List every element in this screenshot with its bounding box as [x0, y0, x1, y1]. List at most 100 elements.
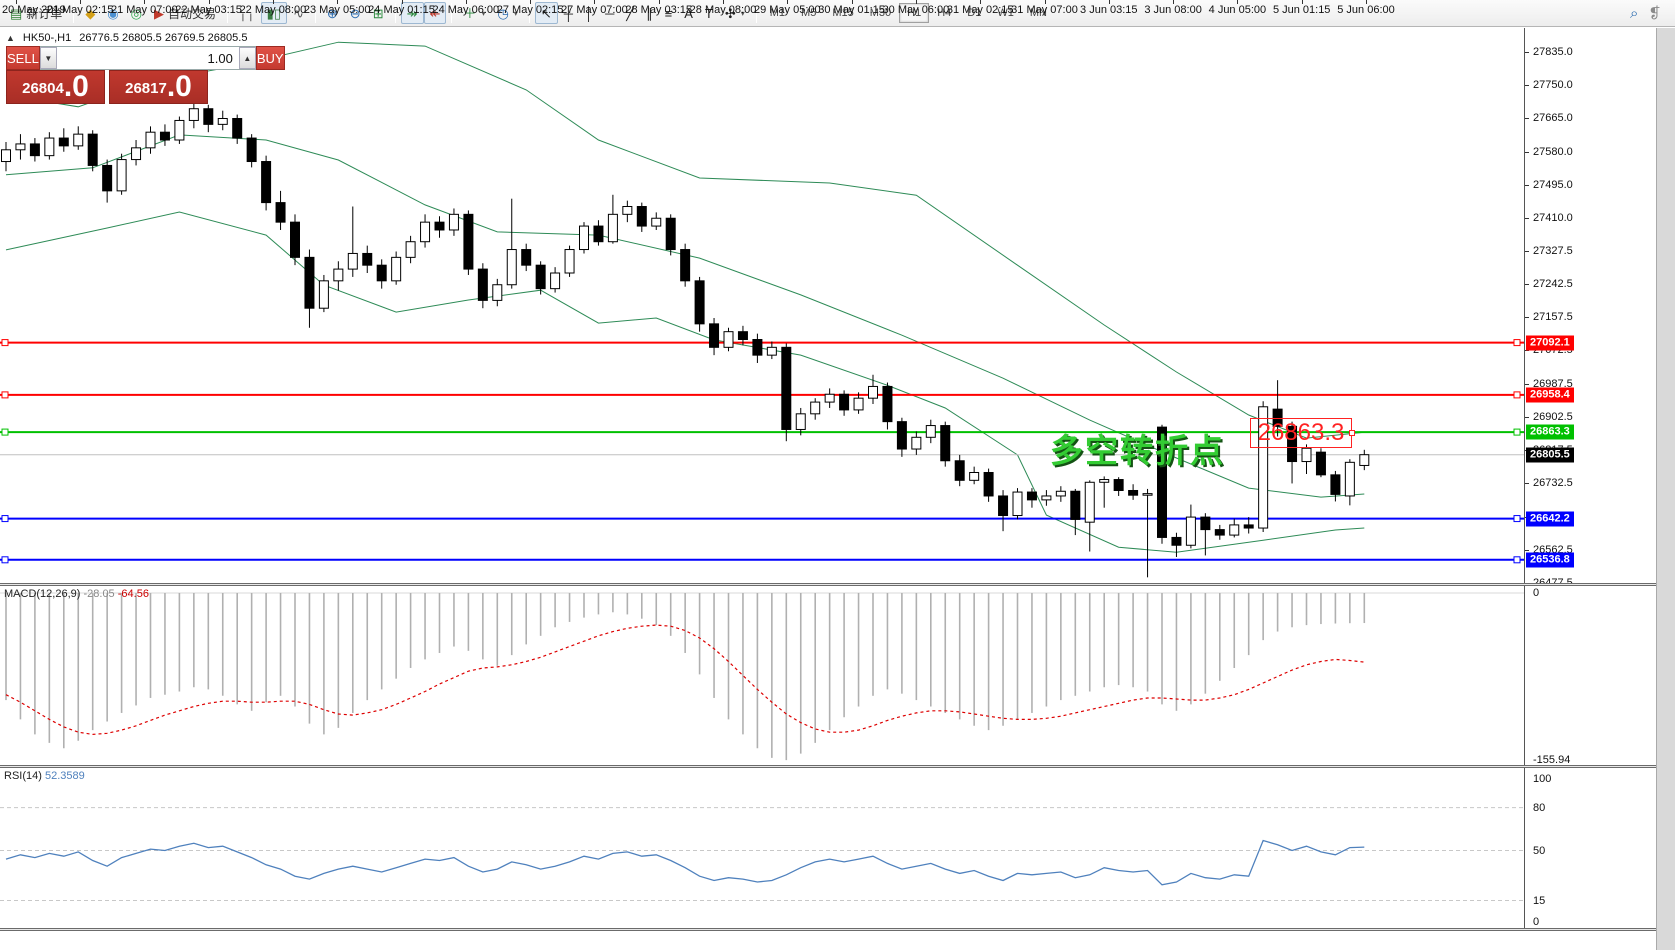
horizontal-line-tool[interactable]: ─ — [599, 2, 620, 24]
candle — [29, 138, 40, 162]
candle — [1301, 444, 1312, 475]
toolbar-separator — [314, 3, 316, 23]
time-tick — [658, 0, 660, 4]
candle — [969, 466, 980, 485]
line-chart-type-button[interactable]: ∿ — [287, 2, 310, 24]
sell-button[interactable]: SELL — [6, 46, 40, 70]
level-line-handle[interactable] — [1513, 428, 1521, 436]
toolbar-separator — [394, 3, 396, 23]
tile-windows-button[interactable]: ⊞ — [367, 2, 390, 24]
rsi-plot — [0, 807, 1524, 902]
tf-m15-label: M15 — [832, 7, 854, 19]
trendline-tool[interactable]: ╱ — [620, 2, 640, 24]
tf-m30[interactable]: M30 — [862, 3, 899, 23]
zoom-in-button[interactable]: ⊕ — [321, 2, 344, 24]
candle — [896, 417, 907, 457]
autotrade-button-label: 自动交易 — [168, 6, 217, 21]
community-button[interactable]: ◉ — [101, 2, 124, 24]
autotrade-icon: ▶ — [154, 5, 164, 21]
auto-scroll-button[interactable]: ↠ — [400, 2, 424, 24]
time-tick — [1301, 0, 1303, 4]
y-tick-label: 27410.0 — [1533, 212, 1573, 225]
level-line-handle[interactable] — [1513, 391, 1521, 399]
collapse-trade-panel-icon[interactable]: ▲ — [6, 33, 15, 43]
level-price-badge: 26863.3 — [1526, 424, 1574, 440]
crosshair-tool[interactable]: ┼ — [558, 2, 579, 24]
time-label: 24 May 01:15 — [368, 4, 435, 16]
y-tick-label: 27835.0 — [1533, 46, 1573, 58]
annotation-handle[interactable] — [1349, 429, 1355, 436]
level-line-handle[interactable] — [1513, 515, 1521, 523]
fibonacci-tool[interactable]: ≡ — [659, 2, 679, 24]
panel-splitter-macd[interactable] — [0, 583, 1675, 586]
level-line-handle[interactable] — [1, 515, 9, 523]
candle — [1287, 421, 1298, 484]
time-label: 3 Jun 03:15 — [1080, 4, 1138, 16]
candle — [709, 317, 720, 356]
candle — [492, 278, 503, 307]
candlestick-chart[interactable] — [0, 28, 1524, 583]
main-chart-panel[interactable]: 27835.0 27750.0 27665.0 27580.0 27495.0 27410… — [0, 28, 1675, 589]
level-line-handle[interactable] — [1, 428, 9, 436]
volume-increase-button[interactable]: ▲ — [238, 47, 256, 69]
arrows-tool[interactable]: ✣ ▾ — [719, 2, 751, 24]
level-line-handle[interactable] — [1513, 339, 1521, 347]
autotrade-button[interactable]: ▶ 自动交易 — [148, 2, 222, 24]
level-line-handle[interactable] — [1, 556, 9, 564]
y-tick-label: 27495.0 — [1533, 178, 1573, 191]
rsi-panel[interactable]: 100 80 50 15 0 RSI(14) 52.3589 — [0, 768, 1675, 928]
price-level-annotation-box[interactable]: 26863.3 — [1250, 417, 1355, 448]
tf-m1[interactable]: M1 — [762, 3, 793, 23]
text-tool[interactable]: A — [678, 2, 699, 24]
search-icon[interactable]: ⌕ — [1630, 4, 1639, 22]
dropdown-caret-icon[interactable]: ▾ — [481, 8, 486, 18]
candle — [1, 141, 11, 172]
tf-w1[interactable]: W1 — [989, 3, 1022, 23]
candle — [232, 114, 243, 144]
add-indicator-button[interactable]: ＋ ▾ — [457, 2, 491, 24]
y-tick — [1525, 317, 1529, 318]
chart-shift-button[interactable]: ↞ — [423, 2, 447, 24]
bar-chart-type-button[interactable]: ╷╷ — [233, 2, 261, 24]
periods-button[interactable]: ◷ ▾ — [491, 2, 523, 24]
candle — [73, 126, 84, 150]
vertical-line-tool[interactable]: │ — [579, 2, 599, 24]
level-line-handle[interactable] — [1, 391, 9, 399]
candle — [188, 100, 199, 129]
candle — [839, 390, 850, 416]
chat-icon[interactable]: ❡ — [1648, 5, 1661, 22]
sell-price-button[interactable]: 26804.0 — [6, 70, 105, 104]
panel-splitter-rsi[interactable] — [0, 765, 1675, 768]
label-tool[interactable]: T — [699, 2, 719, 24]
y-tick — [1525, 549, 1529, 551]
channel-tool[interactable]: ∥ — [640, 2, 659, 24]
price-axis[interactable]: 27835.0 27750.0 27665.0 27580.0 27495.0 27410… — [1524, 28, 1656, 589]
bollinger-upper-band — [5, 41, 1365, 439]
signals-button[interactable]: ◎ — [125, 2, 148, 24]
buy-button[interactable]: BUY — [255, 46, 285, 70]
tf-h4[interactable]: H4 — [929, 3, 959, 23]
new-order-button[interactable]: ▤ 新订单 — [4, 2, 68, 24]
candlestick-type-button[interactable]: ▮▯ — [260, 2, 287, 24]
level-line-handle[interactable] — [1, 339, 9, 347]
tf-m5[interactable]: M5 — [793, 3, 824, 23]
sell-price-main: 26804 — [22, 80, 64, 97]
zoom-out-button[interactable]: ⊖ — [344, 2, 367, 24]
tf-mn[interactable]: MN — [1022, 3, 1055, 23]
market-watch-button[interactable]: ◆ — [79, 2, 101, 24]
candle — [1099, 476, 1110, 508]
macd-panel[interactable]: 0 -155.94 MACD(12,26,9) -28.05 -64.56 — [0, 586, 1675, 766]
tf-h1[interactable]: H1 — [899, 3, 930, 23]
cursor-tool[interactable]: ↖ — [534, 2, 558, 24]
dropdown-caret-icon[interactable]: ▾ — [513, 8, 518, 18]
tf-m15[interactable]: M15 — [824, 3, 861, 23]
volume-decrease-button[interactable]: ▼ — [39, 47, 57, 69]
volume-input[interactable] — [56, 47, 239, 69]
turning-point-annotation[interactable]: 多空转折点 — [1050, 432, 1225, 470]
buy-price-button[interactable]: 26817.0 — [109, 70, 208, 104]
y-tick-label: 26902.5 — [1533, 410, 1573, 423]
level-line-handle[interactable] — [1513, 556, 1521, 564]
dropdown-caret-icon[interactable]: ▾ — [740, 8, 745, 18]
tf-d1[interactable]: D1 — [959, 3, 989, 23]
toolbar-separator — [755, 3, 757, 23]
